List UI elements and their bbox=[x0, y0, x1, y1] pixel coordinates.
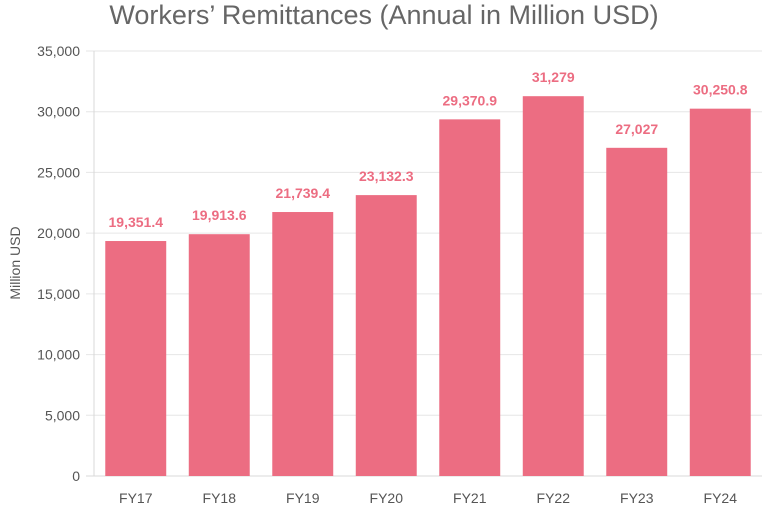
bar bbox=[355, 195, 417, 476]
bar bbox=[105, 241, 167, 476]
y-tick-label: 20,000 bbox=[37, 225, 80, 241]
x-tick-label: FY23 bbox=[620, 490, 654, 506]
bar-value-label: 27,027 bbox=[615, 121, 658, 137]
x-tick-label: FY20 bbox=[370, 490, 404, 506]
y-tick-label: 35,000 bbox=[37, 43, 80, 59]
y-tick-label: 15,000 bbox=[37, 286, 80, 302]
bar-value-label: 19,351.4 bbox=[109, 214, 164, 230]
x-tick-label: FY18 bbox=[203, 490, 237, 506]
y-axis-label: Million USD bbox=[7, 226, 23, 299]
x-tick-label: FY22 bbox=[537, 490, 571, 506]
x-tick-label: FY21 bbox=[453, 490, 487, 506]
y-tick-label: 5,000 bbox=[45, 407, 80, 423]
value-labels: 19,351.4 19,913.6 21,739.4 23,132.3 29,370.9… bbox=[109, 69, 748, 230]
y-axis-ticks: 0 5,000 10,000 15,000 20,000 25,000 30,000 35,0… bbox=[37, 43, 80, 484]
bar-value-label: 31,279 bbox=[532, 69, 575, 85]
bar bbox=[606, 147, 668, 476]
x-tick-label: FY19 bbox=[286, 490, 320, 506]
bar bbox=[522, 96, 584, 477]
bar-value-label: 23,132.3 bbox=[359, 168, 414, 184]
bar bbox=[689, 108, 751, 476]
x-tick-label: FY17 bbox=[119, 490, 153, 506]
bar bbox=[439, 119, 501, 476]
x-axis-ticks: FY17 FY18 FY19 FY20 FY21 FY22 FY23 FY24 bbox=[119, 490, 737, 506]
bar bbox=[188, 234, 250, 476]
bar-value-label: 19,913.6 bbox=[192, 207, 247, 223]
x-tick-label: FY24 bbox=[704, 490, 738, 506]
bar-value-label: 29,370.9 bbox=[443, 92, 498, 108]
y-tick-label: 10,000 bbox=[37, 347, 80, 363]
bar-value-label: 30,250.8 bbox=[693, 82, 748, 98]
bars bbox=[105, 96, 751, 477]
y-tick-label: 30,000 bbox=[37, 104, 80, 120]
bar-value-label: 21,739.4 bbox=[276, 185, 331, 201]
chart-title: Workers’ Remittances (Annual in Million … bbox=[109, 0, 658, 30]
y-tick-label: 0 bbox=[72, 468, 80, 484]
bar bbox=[272, 212, 334, 476]
y-tick-label: 25,000 bbox=[37, 164, 80, 180]
